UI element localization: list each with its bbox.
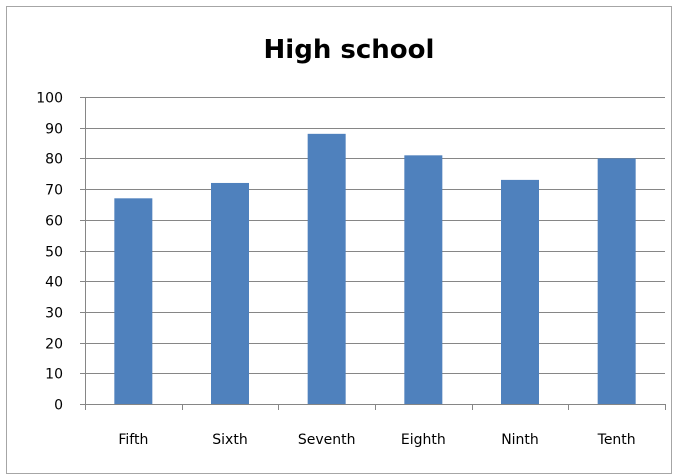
y-tick-label: 80 — [45, 152, 63, 168]
y-tick-label: 0 — [54, 398, 63, 414]
bars — [114, 133, 636, 404]
gridlines — [85, 97, 665, 374]
y-tick-label: 10 — [45, 367, 63, 383]
bar-ninth — [501, 179, 539, 404]
y-tick-label: 100 — [36, 91, 63, 107]
y-tick-label: 40 — [45, 275, 63, 291]
x-tick-label: Ninth — [501, 432, 539, 448]
x-tick-labels: Fifth Sixth Seventh Eighth Ninth Tenth — [118, 432, 635, 448]
bar-sixth — [211, 182, 249, 404]
x-tick-label: Tenth — [597, 432, 636, 448]
y-tick-labels: 0 10 20 30 40 50 60 70 80 90 100 — [36, 91, 63, 414]
bar-fifth — [114, 198, 153, 404]
x-tick-label: Seventh — [298, 432, 356, 448]
y-tick-label: 30 — [45, 306, 63, 322]
bar-seventh — [307, 133, 346, 404]
y-tick-label: 50 — [45, 245, 63, 261]
y-tick-label: 90 — [45, 122, 63, 138]
chart-title: High school — [264, 35, 435, 65]
axes — [80, 97, 666, 410]
y-tick-label: 20 — [45, 337, 63, 353]
x-tick-label: Sixth — [212, 432, 247, 448]
y-tick-label: 60 — [45, 214, 63, 230]
bar-eighth — [404, 155, 443, 404]
x-tick-label: Fifth — [118, 432, 148, 448]
bar-tenth — [597, 158, 636, 404]
y-tick-label: 70 — [45, 183, 63, 199]
x-tick-label: Eighth — [401, 432, 446, 448]
